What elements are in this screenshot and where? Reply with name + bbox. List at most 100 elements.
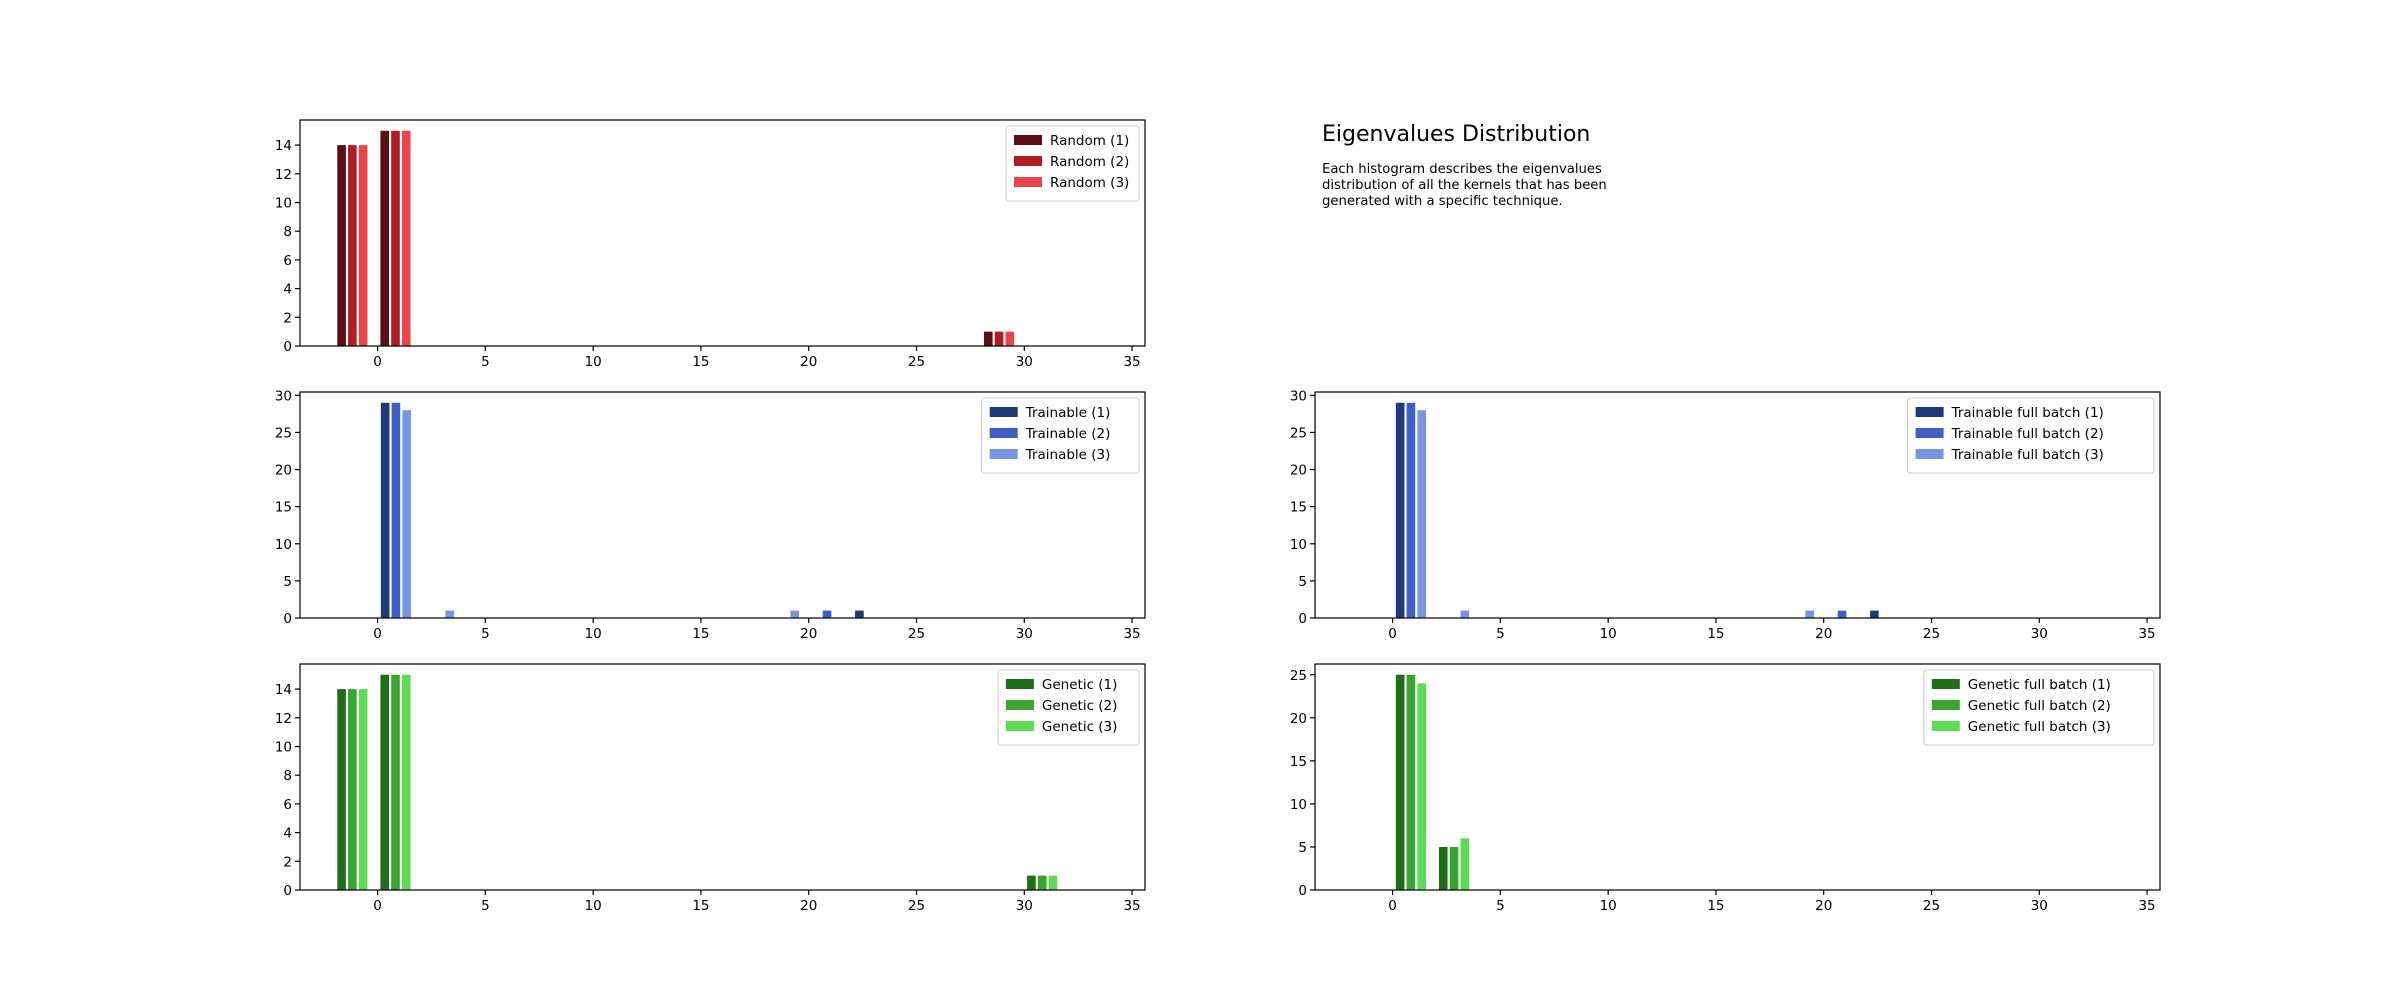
bar-genetic-2-1 — [391, 674, 400, 890]
x-tick-label: 35 — [1123, 626, 1140, 642]
x-tick-label: 0 — [373, 354, 382, 370]
y-tick-label: 5 — [1298, 574, 1307, 590]
subplot-5: 0 5 10 15 20 25 30 35 0 5 10 15 20 25 Genetic full bat… — [1290, 663, 2161, 914]
x-tick-label: 35 — [2138, 626, 2155, 642]
x-tick-label: 10 — [585, 898, 602, 914]
bar-random-3-2 — [1005, 331, 1015, 346]
x-tick-label: 10 — [1600, 626, 1617, 642]
y-tick-label: 4 — [283, 826, 292, 842]
bar-random-2-0 — [348, 145, 357, 346]
x-tick-label: 35 — [2138, 898, 2155, 914]
bar-genetic-2-2 — [1037, 875, 1047, 890]
y-tick-label: 0 — [283, 883, 292, 899]
y-tick-label: 0 — [1298, 611, 1307, 627]
y-tick-label: 10 — [1290, 537, 1307, 553]
bar-genetic-full-batch-2-0 — [1406, 674, 1416, 890]
bar-trainable-full-batch-3-0 — [1417, 410, 1427, 618]
bar-trainable-1-1 — [855, 610, 864, 618]
legend: Genetic (1) Genetic (2) Genetic (3) — [997, 669, 1140, 746]
legend: Trainable full batch (1) Trainable full b… — [1907, 397, 2155, 474]
x-tick-label: 5 — [1496, 898, 1505, 914]
legend-swatch-random-1 — [1014, 135, 1042, 145]
bar-genetic-full-batch-2-1 — [1449, 846, 1459, 890]
x-tick-label: 30 — [2031, 898, 2048, 914]
bar-random-1-1 — [380, 130, 390, 346]
legend: Genetic full batch (1) Genetic full batch… — [1923, 669, 2155, 746]
y-tick-label: 15 — [1290, 754, 1307, 770]
y-tick-label: 4 — [283, 282, 292, 298]
bar-trainable-3-2 — [790, 610, 800, 618]
legend-label-genetic-1: Genetic (1) — [1042, 677, 1118, 693]
x-tick-label: 35 — [1123, 898, 1140, 914]
x-tick-label: 10 — [585, 626, 602, 642]
legend-swatch-trainable-full-batch-3 — [1915, 449, 1944, 459]
axes-frame — [1314, 663, 2161, 891]
bar-trainable-3-0 — [402, 410, 412, 618]
y-tick-label: 20 — [1290, 711, 1307, 727]
legend-box — [1923, 669, 2155, 746]
bar-genetic-1-2 — [1027, 875, 1036, 890]
x-tick-label: 15 — [692, 354, 709, 370]
x-tick-label: 20 — [1815, 626, 1832, 642]
legend-label-trainable-3: Trainable (3) — [1025, 447, 1111, 463]
legend-swatch-random-2 — [1014, 156, 1042, 166]
x-tick-label: 15 — [692, 626, 709, 642]
legend-swatch-trainable-3 — [989, 449, 1018, 459]
legend-label-random-3: Random (3) — [1050, 175, 1129, 191]
bar-trainable-full-batch-3-1 — [1460, 610, 1470, 618]
y-tick-label: 0 — [1298, 883, 1307, 899]
y-tick-label: 12 — [275, 167, 292, 183]
legend-swatch-genetic-full-batch-2 — [1931, 700, 1960, 710]
bar-trainable-full-batch-2-0 — [1406, 402, 1416, 618]
x-tick-label: 30 — [2031, 626, 2048, 642]
y-tick-label: 5 — [283, 574, 292, 590]
bar-genetic-full-batch-1-1 — [1438, 846, 1448, 890]
axes-frame — [299, 663, 1146, 891]
legend-label-genetic-full-batch-2: Genetic full batch (2) — [1968, 698, 2111, 714]
legend-label-genetic-full-batch-3: Genetic full batch (3) — [1968, 719, 2111, 735]
subplot-4: 0 5 10 15 20 25 30 35 0 5 10 15 20 25 30 Trainable full… — [1290, 388, 2161, 642]
y-tick-label: 12 — [275, 711, 292, 727]
x-tick-label: 20 — [1815, 898, 1832, 914]
x-tick-label: 20 — [800, 354, 817, 370]
legend-swatch-trainable-2 — [989, 428, 1018, 438]
bar-random-2-1 — [391, 130, 400, 346]
axes-frame — [299, 119, 1146, 347]
bar-genetic-full-batch-3-1 — [1460, 838, 1470, 890]
legend-label-trainable-full-batch-2: Trainable full batch (2) — [1951, 426, 2104, 442]
bar-genetic-3-1 — [401, 674, 411, 890]
x-tick-label: 15 — [692, 898, 709, 914]
legend-swatch-trainable-full-batch-2 — [1915, 428, 1944, 438]
x-tick-label: 25 — [908, 626, 925, 642]
y-tick-label: 2 — [283, 310, 292, 326]
y-tick-label: 30 — [275, 388, 292, 404]
y-tick-label: 8 — [283, 768, 292, 784]
axes-frame — [1314, 391, 2161, 619]
y-tick-label: 20 — [275, 463, 292, 479]
y-tick-label: 30 — [1290, 388, 1307, 404]
x-tick-label: 30 — [1016, 354, 1033, 370]
bar-genetic-2-0 — [348, 689, 357, 890]
bar-trainable-3-1 — [445, 610, 455, 618]
legend-label-genetic-full-batch-1: Genetic full batch (1) — [1968, 677, 2111, 693]
x-tick-label: 5 — [481, 354, 490, 370]
legend: Random (1) Random (2) Random (3) — [1005, 125, 1140, 202]
bar-random-1-2 — [983, 331, 993, 346]
bar-trainable-1-0 — [380, 402, 390, 618]
legend-label-random-2: Random (2) — [1050, 154, 1129, 170]
x-tick-label: 20 — [800, 626, 817, 642]
x-tick-label: 0 — [373, 626, 382, 642]
x-tick-label: 5 — [1496, 626, 1505, 642]
legend-label-trainable-full-batch-1: Trainable full batch (1) — [1951, 405, 2104, 421]
x-tick-label: 30 — [1016, 898, 1033, 914]
bar-genetic-3-0 — [358, 689, 368, 890]
bar-random-1-0 — [337, 145, 346, 346]
bar-trainable-full-batch-1-1 — [1870, 610, 1879, 618]
x-tick-label: 0 — [373, 898, 382, 914]
legend-swatch-genetic-2 — [1005, 700, 1034, 710]
y-tick-label: 2 — [283, 854, 292, 870]
info-title: Eigenvalues Distribution — [1322, 122, 1591, 147]
x-tick-label: 0 — [1388, 898, 1397, 914]
